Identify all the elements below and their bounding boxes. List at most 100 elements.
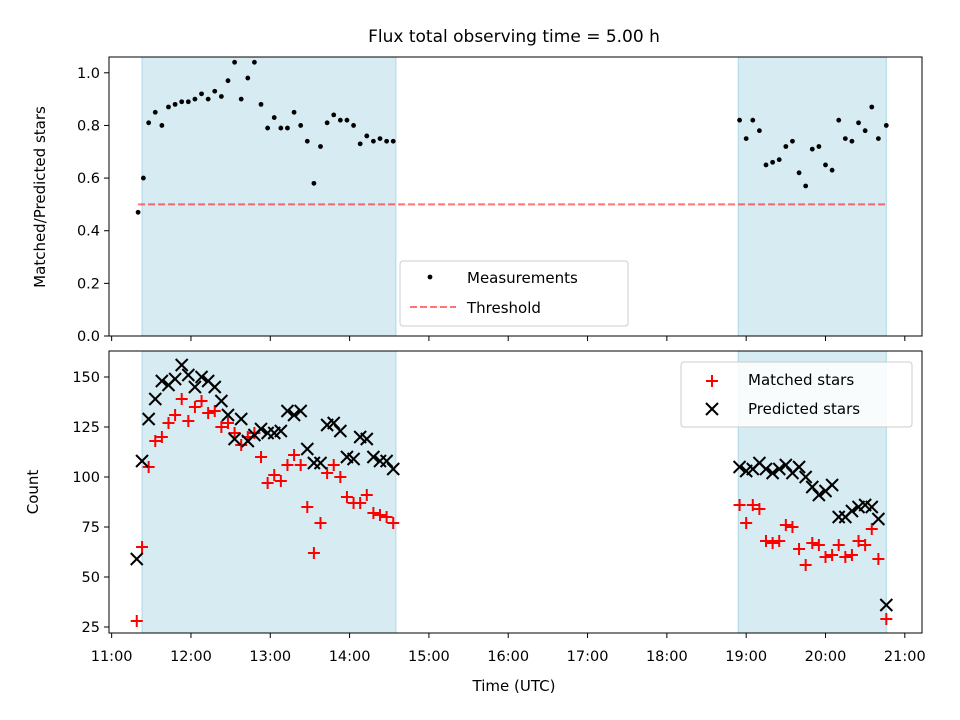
- predicted-star-point: [879, 598, 894, 612]
- measurement-point: [271, 115, 277, 120]
- measurement-point: [883, 123, 889, 128]
- measurement-point: [291, 109, 297, 115]
- measurement-point: [816, 144, 822, 149]
- ratio-panel: 0.0 0.2 0.4 0.6 0.8 1.0 Matched/Predicted sta…: [31, 56, 923, 345]
- measurement-point: [796, 170, 802, 176]
- counts-x-tick-label: 20:00: [805, 649, 847, 665]
- measurement-point: [245, 75, 251, 81]
- predicted-star-point: [845, 504, 859, 518]
- ratio-y-tick-label: 0.8: [77, 118, 100, 134]
- matched-star-point: [169, 409, 182, 421]
- predicted-legend-marker: [705, 402, 719, 416]
- matched-star-point: [195, 395, 208, 407]
- ratio-legend: Measurements Threshold: [399, 260, 629, 327]
- counts-x-tick-label: 11:00: [91, 649, 133, 665]
- predicted-star-point: [812, 488, 826, 502]
- matched-star-point: [155, 431, 168, 443]
- matched-star-point: [852, 535, 865, 547]
- matched-star-point: [880, 613, 893, 625]
- counts-x-tick-label: 19:00: [725, 649, 767, 665]
- measurement-point: [252, 59, 257, 65]
- measurement-point: [357, 141, 363, 147]
- measurement-point: [278, 125, 284, 131]
- predicted-star-point: [300, 442, 314, 456]
- measurement-point: [776, 157, 782, 163]
- measurement-point: [172, 101, 178, 107]
- measurement-point: [790, 138, 795, 144]
- measurement-point: [364, 133, 370, 139]
- matched-star-point: [307, 547, 320, 559]
- measurement-point: [324, 120, 330, 126]
- matched-star-point: [760, 535, 773, 547]
- predicted-star-point: [798, 470, 813, 484]
- counts-x-tick-label: 13:00: [249, 649, 291, 665]
- predicted-star-point: [141, 412, 156, 426]
- matched-star-point: [274, 475, 287, 487]
- counts-x-tick-label: 15:00: [408, 649, 450, 665]
- matched-star-point: [340, 491, 353, 503]
- measurement-point: [737, 117, 742, 123]
- threshold-legend-label: Threshold: [466, 299, 541, 317]
- measurement-point: [140, 175, 146, 181]
- matched-star-point: [859, 539, 872, 551]
- matched-star-point: [740, 517, 753, 529]
- matched-star-point: [872, 553, 885, 565]
- counts-y-tick-label: 25: [82, 620, 100, 636]
- matched-legend-label: Matched stars: [748, 371, 854, 389]
- matched-star-point: [162, 417, 175, 429]
- matched-star-point: [733, 499, 746, 511]
- matched-star-point: [773, 535, 786, 547]
- matched-star-point: [175, 393, 188, 405]
- matched-star-point: [130, 615, 143, 627]
- predicted-star-point: [188, 380, 202, 394]
- predicted-star-point: [254, 422, 268, 436]
- measurement-point: [384, 138, 390, 144]
- predicted-star-point: [168, 372, 182, 386]
- measurement-point: [318, 144, 323, 149]
- matched-star-point: [793, 543, 806, 555]
- ratio-y-axis-label: Matched/Predicted stars: [31, 106, 49, 288]
- counts-y-tick-label: 50: [82, 570, 100, 586]
- predicted-star-point: [346, 452, 361, 466]
- matched-star-point: [845, 549, 858, 561]
- measurement-point: [337, 117, 343, 123]
- matched-star-point: [136, 541, 149, 553]
- measurement-point: [869, 104, 875, 110]
- predicted-star-point: [280, 404, 295, 418]
- ratio-y-tick-label: 0.0: [77, 329, 100, 345]
- predicted-legend-label: Predicted stars: [748, 400, 860, 418]
- matched-star-point: [786, 521, 799, 533]
- measurement-point: [238, 96, 244, 102]
- counts-legend-box: [680, 361, 913, 428]
- measurement-point: [783, 144, 789, 149]
- counts-x-tick-label: 14:00: [329, 649, 371, 665]
- measurement-point: [842, 136, 848, 141]
- measurement-point: [146, 120, 152, 126]
- predicted-star-point: [792, 460, 806, 474]
- ratio-legend-box: [399, 260, 629, 327]
- matched-star-point: [334, 471, 347, 483]
- matched-star-point: [812, 539, 825, 551]
- predicted-star-point: [221, 408, 235, 422]
- predicted-star-point: [313, 456, 328, 470]
- measurement-point: [135, 209, 141, 215]
- measurement-point: [285, 125, 290, 131]
- predicted-star-point: [155, 374, 169, 388]
- ratio-y-tick-label: 0.6: [77, 171, 100, 187]
- counts-x-tick-label: 21:00: [884, 649, 926, 665]
- matched-star-point: [766, 537, 779, 549]
- predicted-star-point: [287, 408, 301, 422]
- measurement-point: [856, 120, 861, 126]
- ratio-y-tick-label: 0.2: [77, 276, 100, 292]
- measurement-point: [185, 99, 191, 105]
- predicted-star-point: [865, 500, 879, 514]
- measurement-point: [803, 183, 809, 189]
- measurement-point: [179, 99, 185, 105]
- predicted-star-point: [234, 412, 248, 426]
- matched-star-point: [255, 451, 268, 463]
- matched-star-point: [826, 549, 839, 561]
- matched-star-point: [839, 551, 852, 563]
- predicted-star-point: [765, 466, 780, 480]
- predicted-star-point: [825, 478, 839, 492]
- measurement-point: [152, 109, 158, 115]
